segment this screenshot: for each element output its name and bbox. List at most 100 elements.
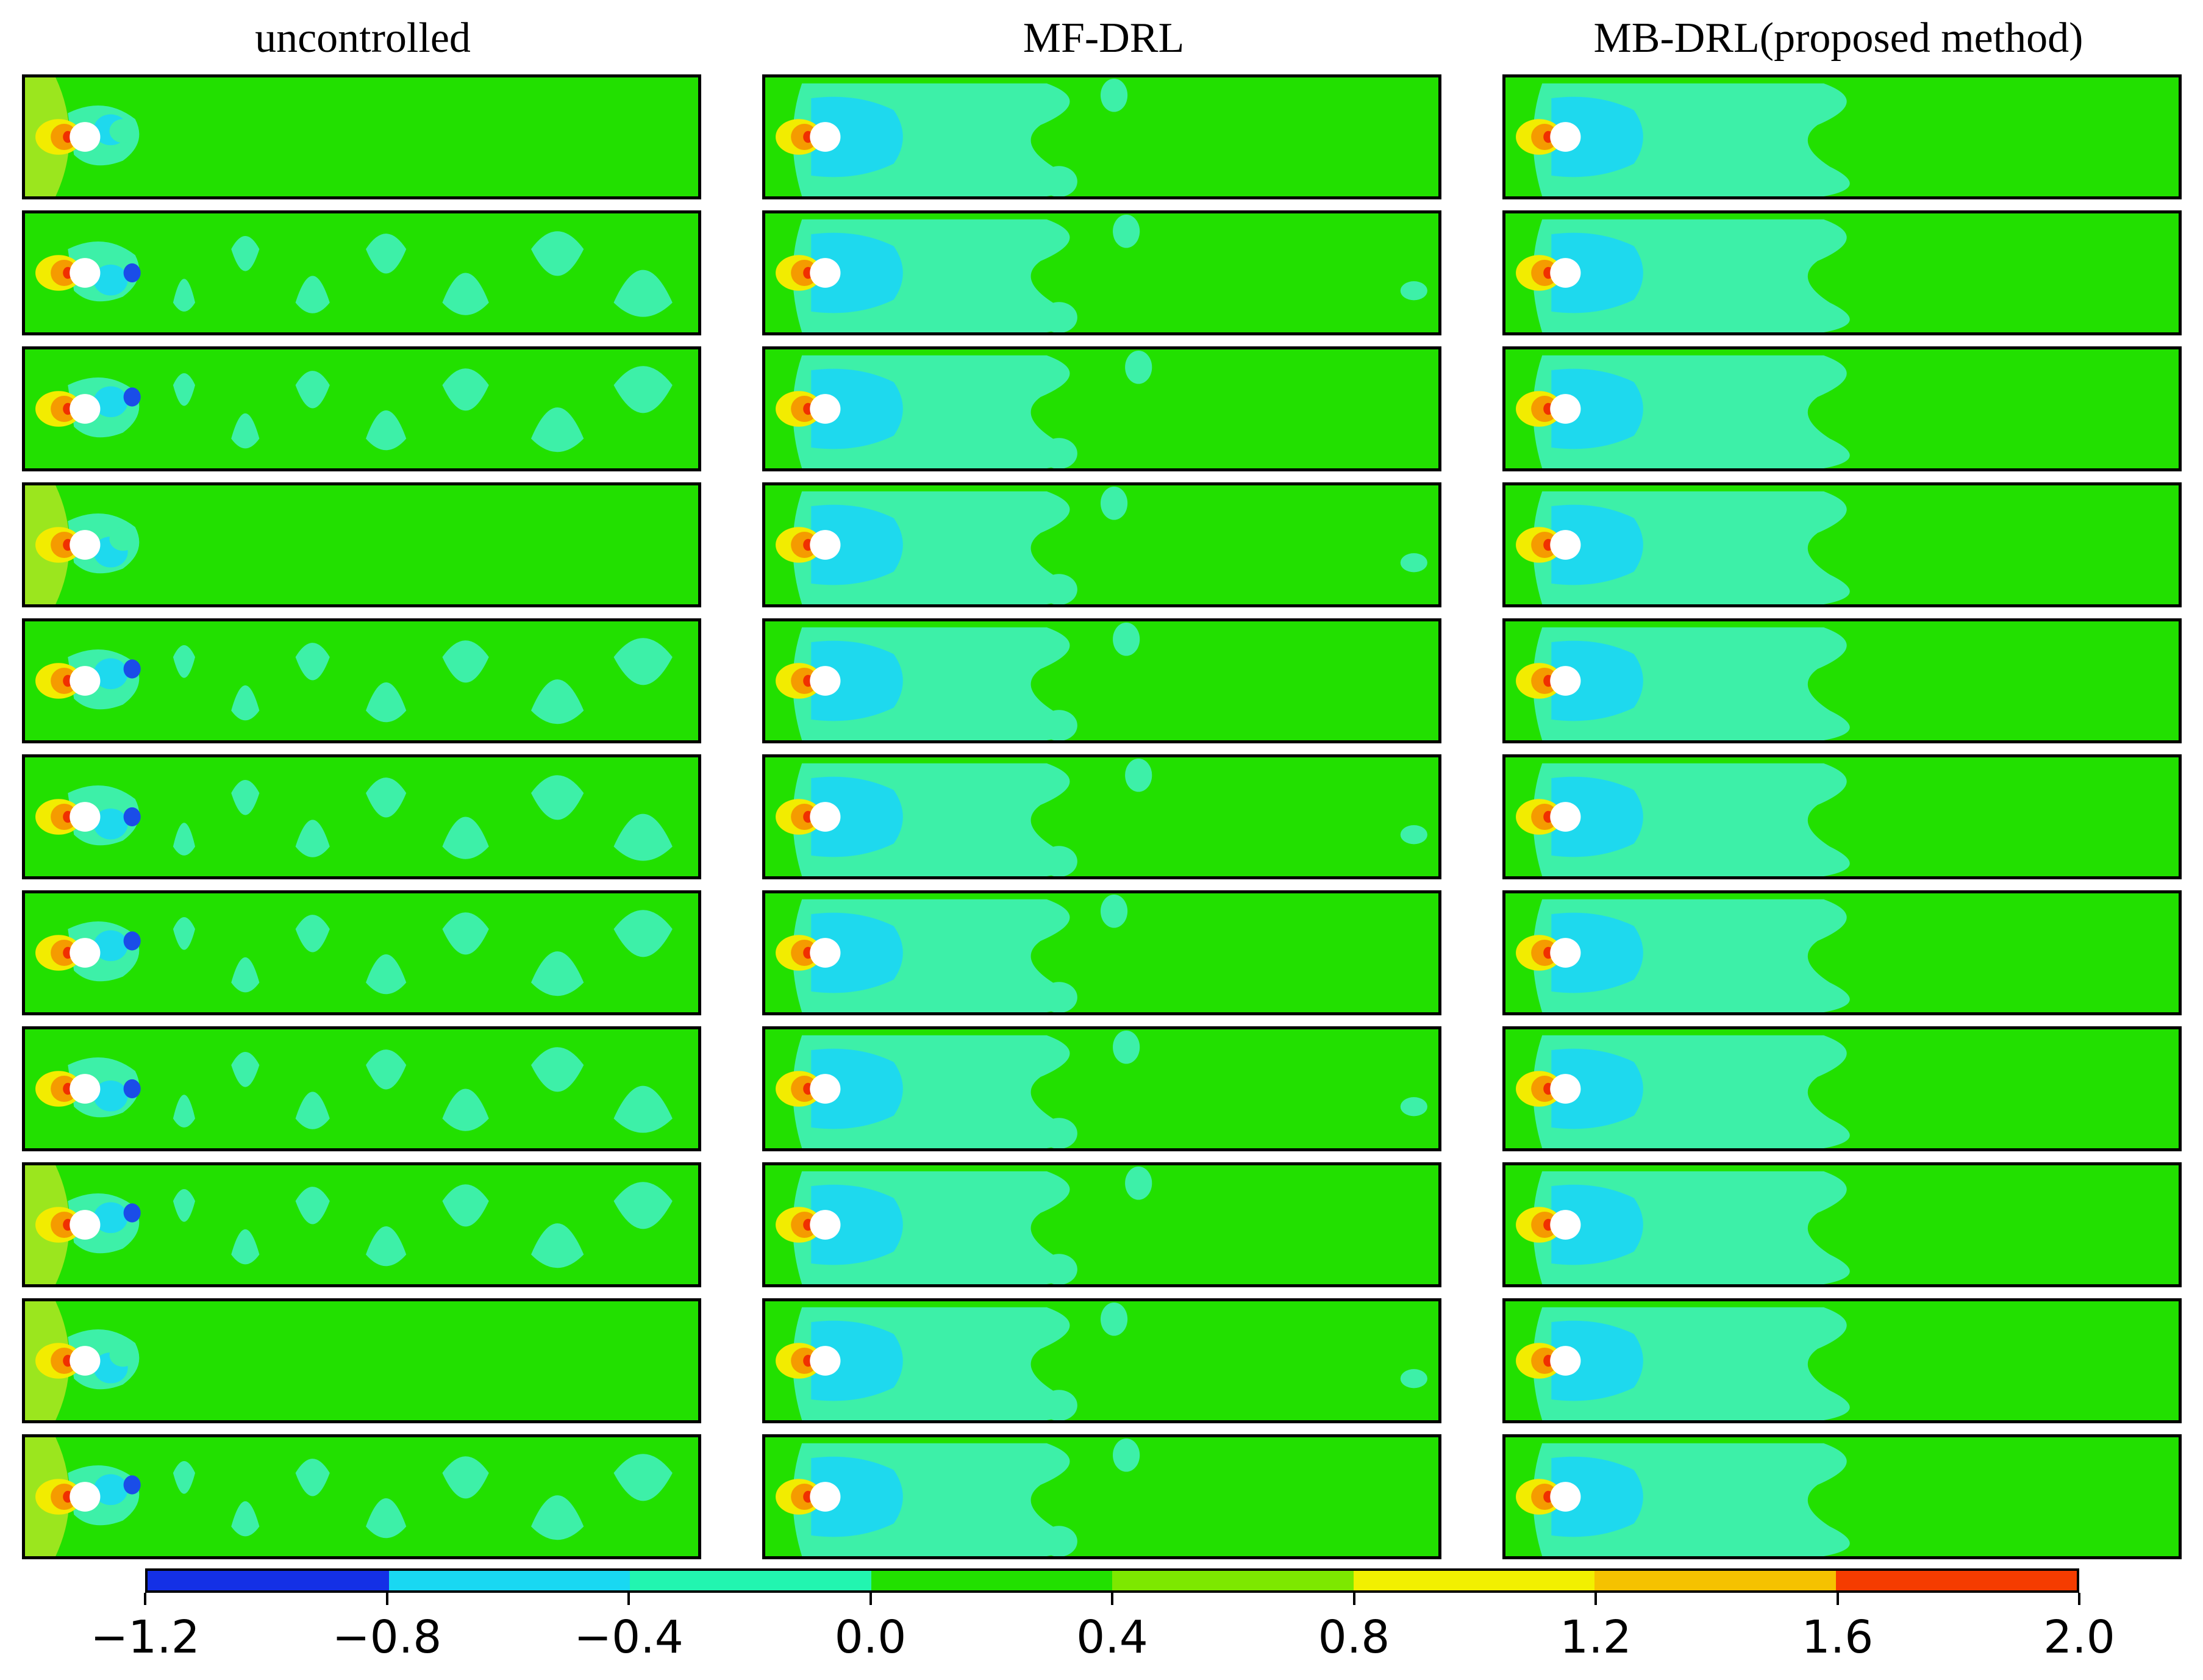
wake-blob <box>1113 1438 1140 1472</box>
contour-panel-mb-5 <box>1502 618 2182 743</box>
colorbar-tick <box>627 1593 630 1605</box>
pressure-contour-plot <box>765 349 1438 468</box>
pressure-contour-plot <box>765 1029 1438 1148</box>
cylinder <box>1550 122 1581 152</box>
column-title-mb-drl: MB-DRL(proposed method) <box>1593 15 2083 62</box>
pressure-contour-plot <box>765 77 1438 196</box>
shed-vortex <box>442 368 489 411</box>
pressure-contour-plot <box>25 1301 698 1420</box>
shed-vortex <box>173 645 196 678</box>
shed-vortex <box>231 236 260 271</box>
cylinder <box>70 1482 101 1512</box>
cylinder <box>70 258 101 288</box>
shed-vortex <box>366 1498 407 1539</box>
vortex-core <box>123 1203 141 1223</box>
contour-panel-uncontrolled-7 <box>22 890 701 1015</box>
column-title-uncontrolled: uncontrolled <box>255 15 471 62</box>
pressure-contour-plot <box>765 1437 1438 1556</box>
vortex-core <box>123 807 141 827</box>
wake-blob <box>1400 1369 1427 1389</box>
wake-blob <box>1113 622 1140 656</box>
cylinder <box>810 802 841 832</box>
pressure-contour-plot <box>25 485 698 604</box>
recirculation-zone <box>811 1048 903 1129</box>
shed-vortex <box>531 1047 584 1092</box>
colorbar-tick-label: 0.0 <box>834 1611 907 1664</box>
colorbar-tick-label: 0.8 <box>1318 1611 1390 1664</box>
recirculation-zone <box>811 640 903 721</box>
contour-panel-mb-2 <box>1502 210 2182 335</box>
shed-vortex <box>531 775 584 820</box>
cylinder <box>1550 1210 1581 1240</box>
pressure-contour-plot <box>25 349 698 468</box>
shed-vortex <box>613 638 673 685</box>
recirculation-zone <box>811 368 903 449</box>
vortex-core <box>123 659 141 679</box>
wake-blob <box>1400 553 1427 573</box>
vortex-core <box>123 1079 141 1099</box>
recirculation-zone <box>1551 232 1643 313</box>
shed-vortex <box>442 912 489 955</box>
recirculation-zone <box>811 1184 903 1265</box>
cylinder <box>1550 1482 1581 1512</box>
cylinder <box>1550 666 1581 696</box>
contour-panel-mf-4 <box>762 482 1441 607</box>
cylinder <box>810 122 841 152</box>
contour-panel-mf-2 <box>762 210 1441 335</box>
wake-blob <box>1040 302 1077 332</box>
shed-vortex <box>531 1223 584 1268</box>
shed-vortex <box>173 373 196 406</box>
wake-vortex <box>93 930 128 962</box>
wake-blob <box>1125 350 1152 384</box>
cylinder <box>70 394 101 424</box>
recirculation-zone <box>811 96 903 177</box>
shed-vortex <box>295 1187 330 1224</box>
pressure-contour-plot <box>765 621 1438 740</box>
shed-vortex <box>366 1049 407 1090</box>
pressure-contour-plot <box>1505 757 2179 876</box>
contour-panel-mb-3 <box>1502 346 2182 471</box>
colorbar <box>145 1568 2079 1593</box>
cylinder <box>810 530 841 560</box>
wake-vortex <box>93 808 128 840</box>
cylinder <box>810 1346 841 1376</box>
shed-vortex <box>613 813 673 861</box>
recirculation-zone <box>1551 504 1643 585</box>
shed-vortex <box>442 817 489 859</box>
contour-panel-uncontrolled-1 <box>22 74 701 199</box>
pressure-contour-plot <box>1505 893 2179 1012</box>
shed-vortex <box>531 231 584 276</box>
pressure-contour-plot <box>1505 77 2179 196</box>
shed-vortex <box>531 1495 584 1540</box>
wake-vortex <box>93 386 128 418</box>
contour-panel-mb-1 <box>1502 74 2182 199</box>
cylinder <box>810 394 841 424</box>
wake-vortex <box>93 1202 128 1234</box>
cylinder <box>810 938 841 968</box>
colorbar-tick-label: 1.6 <box>1801 1611 1874 1664</box>
colorbar-tick-label: 0.4 <box>1076 1611 1148 1664</box>
wake-vortex <box>93 264 128 296</box>
shed-vortex <box>613 1085 673 1133</box>
pressure-contour-plot <box>765 485 1438 604</box>
cylinder <box>70 1074 101 1104</box>
cylinder <box>1550 394 1581 424</box>
cylinder <box>810 666 841 696</box>
colorbar-tick-label: 2.0 <box>2043 1611 2115 1664</box>
contour-panel-mf-9 <box>762 1162 1441 1287</box>
pressure-contour-plot <box>1505 485 2179 604</box>
contour-panel-mf-10 <box>762 1298 1441 1423</box>
recirculation-zone <box>811 1456 903 1537</box>
recirculation-zone <box>1551 640 1643 721</box>
contour-panel-uncontrolled-4 <box>22 482 701 607</box>
pressure-contour-plot <box>25 621 698 740</box>
shed-vortex <box>366 682 407 723</box>
recirculation-zone <box>1551 1184 1643 1265</box>
vortex-core <box>123 263 141 283</box>
contour-panel-mb-6 <box>1502 754 2182 879</box>
shed-vortex <box>531 407 584 452</box>
wake-blob <box>1400 281 1427 301</box>
cylinder <box>70 938 101 968</box>
shed-vortex <box>366 1226 407 1267</box>
